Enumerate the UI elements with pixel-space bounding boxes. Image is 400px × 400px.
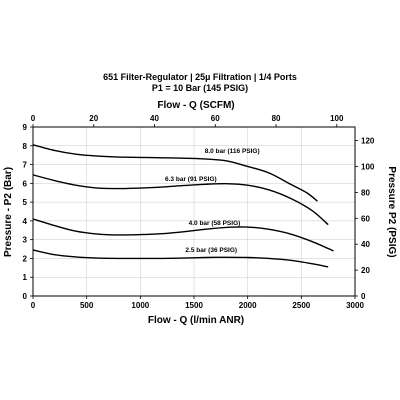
y-tick-label: 2 (23, 254, 28, 263)
series-line (32, 218, 334, 252)
series-label: 6.3 bar (91 PSIG) (165, 176, 217, 183)
y-tick-label: 4 (23, 217, 28, 226)
y-tick-label: 6 (23, 179, 28, 188)
grid (32, 126, 356, 297)
top-axis-title: Flow - Q (SCFM) (157, 100, 234, 111)
plot-frame (32, 126, 356, 297)
series: 8.0 bar (116 PSIG) 6.3 bar (91 PSIG) 4.0 b… (32, 144, 334, 268)
series-label: 8.0 bar (116 PSIG) (205, 148, 260, 155)
x2-tick-label: 0 (31, 114, 36, 123)
y-tick-label: 3 (23, 236, 28, 245)
chart-title: 651 Filter-Regulator | 25µ Filtration | … (103, 72, 297, 82)
x2-tick-label: 20 (89, 114, 98, 123)
x-tick-label: 1500 (185, 301, 203, 310)
y-tick-label: 9 (23, 123, 28, 132)
y2-tick-label: 20 (361, 266, 370, 275)
x-tick-label: 2500 (292, 301, 310, 310)
y2-tick-label: 100 (361, 162, 375, 171)
chart-subtitle: P1 = 10 Bar (145 PSIG) (152, 83, 248, 93)
series-line (32, 144, 318, 202)
y-tick-label: 7 (23, 161, 28, 170)
y2-tick-label: 120 (361, 137, 375, 146)
y2-tick-label: 60 (361, 214, 370, 223)
y2-tick-label: 40 (361, 240, 370, 249)
y2-tick-label: 80 (361, 188, 370, 197)
bottom-axis-title: Flow - Q (l/min ANR) (148, 315, 244, 326)
series-line (32, 174, 329, 226)
x2-tick-label: 100 (330, 114, 344, 123)
y-tick-label: 0 (23, 292, 28, 301)
x2-tick-label: 80 (272, 114, 281, 123)
y2-tick-label: 0 (361, 292, 366, 301)
series-label: 2.5 bar (36 PSIG) (185, 247, 237, 254)
right-axis-title: Pressure P2 (PSIG) (386, 166, 397, 257)
x-tick-label: 500 (80, 301, 94, 310)
y-tick-label: 8 (23, 142, 28, 151)
x-tick-label: 3000 (346, 301, 364, 310)
series-line (32, 249, 329, 268)
x-tick-label: 1000 (131, 301, 149, 310)
x-tick-label: 2000 (239, 301, 257, 310)
left-axis-title: Pressure - P2 (Bar) (3, 167, 14, 257)
x2-tick-label: 60 (211, 114, 220, 123)
x2-tick-label: 40 (150, 114, 159, 123)
series-label: 4.0 bar (58 PSIG) (189, 220, 241, 227)
y-tick-label: 1 (23, 273, 28, 282)
y-tick-label: 5 (23, 198, 28, 207)
x-tick-label: 0 (31, 301, 36, 310)
